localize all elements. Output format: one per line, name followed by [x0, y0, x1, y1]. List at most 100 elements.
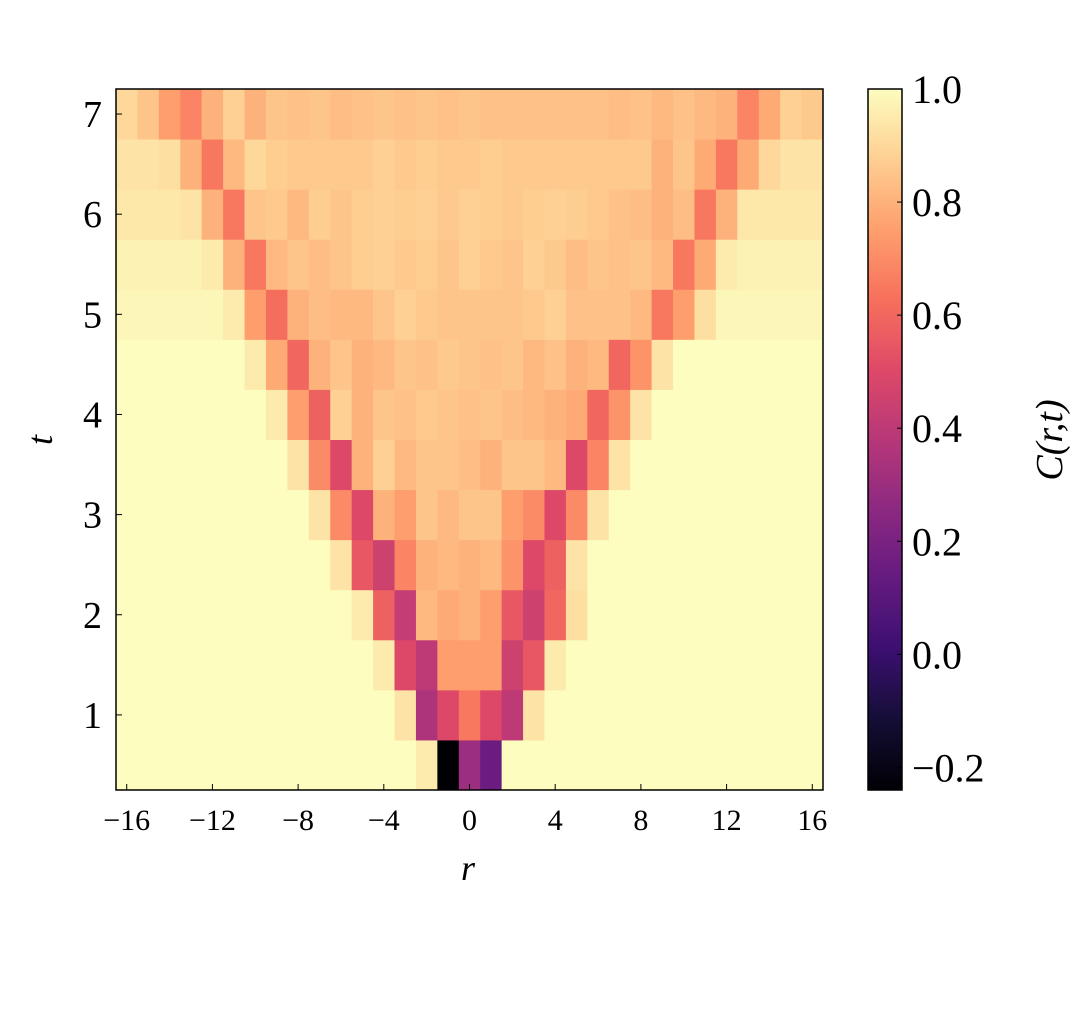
heatmap-cell [480, 389, 503, 440]
heatmap-cell [501, 639, 524, 691]
heatmap-cell [415, 739, 438, 791]
heatmap-cell [137, 489, 160, 541]
colorbar-tick-label: 0.8 [912, 180, 962, 225]
heatmap-cell [758, 689, 781, 741]
heatmap-cell [308, 739, 331, 791]
heatmap-cell [287, 239, 310, 290]
heatmap-cell [737, 639, 760, 691]
heatmap-cell [116, 139, 138, 190]
heatmap-cell [694, 89, 717, 140]
heatmap-cell [244, 539, 267, 591]
heatmap-cell [480, 639, 503, 691]
heatmap-cell [651, 89, 674, 140]
heatmap-cell [737, 289, 760, 340]
x-tick-label: 16 [797, 804, 827, 837]
heatmap-cell [801, 239, 824, 290]
heatmap-cell [308, 89, 331, 140]
heatmap-cell [651, 589, 674, 641]
heatmap-cell [673, 139, 695, 190]
heatmap-cell [651, 489, 674, 541]
heatmap-cell [608, 439, 631, 491]
heatmap-cell [565, 489, 588, 541]
x-tick-label: −12 [189, 804, 236, 837]
heatmap-cell [265, 739, 288, 791]
heatmap-cell [244, 189, 267, 240]
heatmap-cell [373, 289, 396, 340]
heatmap-cell [308, 189, 331, 240]
heatmap-cell [630, 589, 653, 641]
heatmap-cell [415, 389, 438, 440]
heatmap-cell [630, 239, 653, 290]
heatmap-cell [308, 339, 331, 390]
heatmap-cell [180, 239, 203, 290]
heatmap-cell [287, 389, 310, 440]
heatmap-cell [287, 89, 310, 140]
heatmap-cell [201, 189, 224, 240]
heatmap-cell [715, 539, 738, 591]
heatmap-cell [801, 639, 824, 691]
heatmap-cell [287, 139, 310, 190]
heatmap-cell [801, 189, 824, 240]
heatmap-cell [458, 389, 481, 440]
colorbar-label: C(r,t) [1029, 399, 1071, 480]
heatmap-cell [737, 739, 760, 791]
heatmap-cell [565, 239, 588, 290]
heatmap-cell [180, 539, 203, 591]
heatmap-cell [673, 439, 695, 491]
heatmap-cell [651, 389, 674, 440]
heatmap-cell [630, 539, 653, 591]
heatmap-cell [501, 89, 524, 140]
heatmap-cell [244, 139, 267, 190]
heatmap-cell [180, 189, 203, 240]
heatmap-cell [415, 489, 438, 541]
x-tick-label: −16 [103, 804, 150, 837]
heatmap-cell [715, 89, 738, 140]
heatmap-cell [480, 89, 503, 140]
heatmap-cell [265, 589, 288, 641]
heatmap-cell [501, 289, 524, 340]
heatmap-cell [265, 189, 288, 240]
heatmap-cells [116, 89, 824, 791]
heatmap-cell [373, 139, 396, 190]
heatmap-cell [437, 489, 460, 541]
heatmap-cell [630, 639, 653, 691]
heatmap-cell [201, 489, 224, 541]
heatmap-cell [437, 389, 460, 440]
heatmap-cell [330, 639, 353, 691]
heatmap-cell [330, 489, 353, 541]
heatmap-cell [737, 489, 760, 541]
heatmap-cell [351, 189, 374, 240]
heatmap-cell [587, 439, 610, 491]
heatmap-cell [673, 739, 695, 791]
heatmap-cell [480, 589, 503, 641]
heatmap-cell [308, 639, 331, 691]
heatmap-cell [587, 539, 610, 591]
heatmap-cell [565, 289, 588, 340]
heatmap-cell [330, 439, 353, 491]
heatmap-cell [630, 189, 653, 240]
heatmap-cell [780, 589, 803, 641]
heatmap-cell [351, 489, 374, 541]
heatmap-cell [694, 689, 717, 741]
heatmap-cell [651, 289, 674, 340]
heatmap-cell [244, 739, 267, 791]
heatmap-cell [673, 189, 695, 240]
heatmap-cell [287, 639, 310, 691]
heatmap-cell [673, 539, 695, 591]
heatmap-cell [351, 239, 374, 290]
heatmap-cell [630, 389, 653, 440]
heatmap-cell [201, 589, 224, 641]
heatmap-cell [544, 339, 567, 390]
heatmap-cell [694, 239, 717, 290]
heatmap-cell [715, 489, 738, 541]
heatmap-cell [630, 139, 653, 190]
heatmap-cell [780, 489, 803, 541]
heatmap-cell [223, 439, 246, 491]
heatmap-cell [158, 389, 181, 440]
heatmap-cell [458, 239, 481, 290]
heatmap-cell [544, 689, 567, 741]
y-tick-label: 6 [83, 194, 102, 236]
heatmap-cell [351, 589, 374, 641]
heatmap-cell [715, 689, 738, 741]
heatmap-cell [201, 739, 224, 791]
